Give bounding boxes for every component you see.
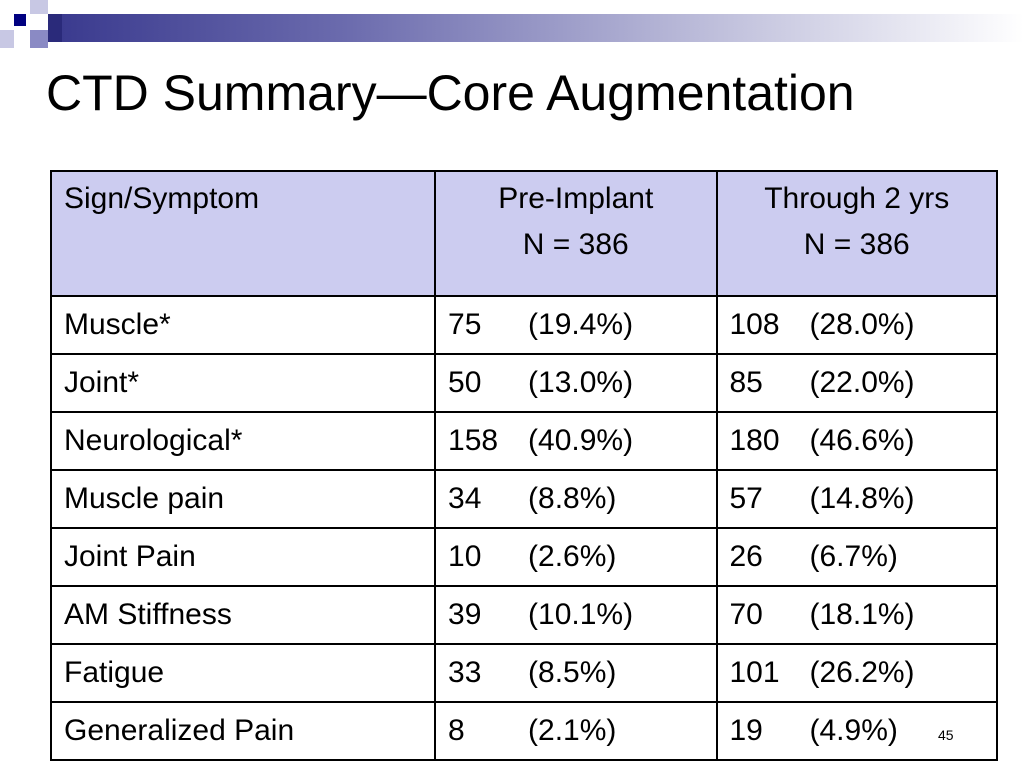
header-through-2yrs-label: Through 2 yrs bbox=[764, 182, 950, 215]
pre-count: 34 bbox=[448, 482, 482, 515]
row-label: Generalized Pain bbox=[49, 701, 437, 761]
table-row: Neurological* 158 (40.9%) 180 (46.6%) bbox=[49, 411, 998, 471]
row-label: Muscle* bbox=[49, 295, 437, 355]
post-percent: (14.8%) bbox=[809, 482, 915, 515]
row-label: Fatigue bbox=[49, 643, 437, 703]
table-row: Muscle pain 34 (8.8%) 57 (14.8%) bbox=[49, 469, 998, 529]
through-2yrs-cell: 19 (4.9%) bbox=[715, 701, 998, 761]
through-2yrs-cell: 108 (28.0%) bbox=[715, 295, 998, 355]
through-2yrs-cell: 57 (14.8%) bbox=[715, 469, 998, 529]
header-pre-implant-label: Pre-Implant bbox=[498, 182, 654, 215]
decor-square-dark bbox=[14, 14, 26, 26]
pre-implant-cell: 8 (2.1%) bbox=[434, 701, 718, 761]
pre-implant-cell: 33 (8.5%) bbox=[434, 643, 718, 703]
post-count: 26 bbox=[729, 540, 763, 573]
table-row: Joint* 50 (13.0%) 85 (22.0%) bbox=[49, 353, 998, 413]
through-2yrs-cell: 180 (46.6%) bbox=[715, 411, 998, 471]
row-label: Joint Pain bbox=[49, 527, 437, 587]
header-pre-implant-n: N = 386 bbox=[522, 228, 629, 261]
decor-square-light bbox=[30, 0, 48, 14]
pre-implant-cell: 50 (13.0%) bbox=[434, 353, 718, 413]
post-count: 70 bbox=[729, 598, 763, 631]
pre-percent: (2.6%) bbox=[528, 540, 617, 573]
table-row: Muscle* 75 (19.4%) 108 (28.0%) bbox=[49, 295, 998, 355]
pre-percent: (8.5%) bbox=[528, 656, 617, 689]
post-count: 108 bbox=[729, 308, 780, 341]
through-2yrs-cell: 70 (18.1%) bbox=[715, 585, 998, 645]
table-row: AM Stiffness 39 (10.1%) 70 (18.1%) bbox=[49, 585, 998, 645]
through-2yrs-cell: 101 (26.2%) bbox=[715, 643, 998, 703]
page-number: 45 bbox=[938, 727, 954, 743]
post-count: 180 bbox=[729, 424, 780, 457]
table-row: Fatigue 33 (8.5%) 101 (26.2%) bbox=[49, 643, 998, 703]
pre-count: 33 bbox=[448, 656, 482, 689]
pre-count: 39 bbox=[448, 598, 482, 631]
post-percent: (4.9%) bbox=[809, 714, 898, 747]
header-sign-symptom: Sign/Symptom bbox=[49, 170, 437, 297]
decor-square-light bbox=[0, 30, 14, 48]
post-count: 57 bbox=[729, 482, 763, 515]
pre-implant-cell: 10 (2.6%) bbox=[434, 527, 718, 587]
decor-square-mid bbox=[30, 30, 48, 48]
pre-implant-cell: 158 (40.9%) bbox=[434, 411, 718, 471]
post-percent: (18.1%) bbox=[809, 598, 915, 631]
through-2yrs-cell: 85 (22.0%) bbox=[715, 353, 998, 413]
pre-count: 10 bbox=[448, 540, 482, 573]
post-count: 19 bbox=[729, 714, 763, 747]
post-percent: (22.0%) bbox=[809, 366, 915, 399]
pre-percent: (19.4%) bbox=[528, 308, 634, 341]
header-through-2yrs: Through 2 yrs N = 386 bbox=[715, 170, 998, 297]
through-2yrs-cell: 26 (6.7%) bbox=[715, 527, 998, 587]
post-count: 85 bbox=[729, 366, 763, 399]
table-header-row: Sign/Symptom Pre-Implant N = 386 Through… bbox=[49, 170, 998, 297]
slide-title: CTD Summary—Core Augmentation bbox=[46, 65, 855, 121]
row-label: AM Stiffness bbox=[49, 585, 437, 645]
pre-count: 75 bbox=[448, 308, 482, 341]
pre-implant-cell: 39 (10.1%) bbox=[434, 585, 718, 645]
post-percent: (28.0%) bbox=[809, 308, 915, 341]
pre-percent: (2.1%) bbox=[528, 714, 617, 747]
post-percent: (46.6%) bbox=[809, 424, 915, 457]
decor-square-dark bbox=[48, 14, 62, 42]
header-through-2yrs-n: N = 386 bbox=[803, 228, 910, 261]
pre-percent: (13.0%) bbox=[528, 366, 634, 399]
pre-implant-cell: 75 (19.4%) bbox=[434, 295, 718, 355]
pre-percent: (10.1%) bbox=[528, 598, 634, 631]
post-percent: (26.2%) bbox=[809, 656, 915, 689]
pre-implant-cell: 34 (8.8%) bbox=[434, 469, 718, 529]
post-percent: (6.7%) bbox=[809, 540, 898, 573]
row-label: Neurological* bbox=[49, 411, 437, 471]
row-label: Joint* bbox=[49, 353, 437, 413]
row-label: Muscle pain bbox=[49, 469, 437, 529]
post-count: 101 bbox=[729, 656, 780, 689]
table-row: Generalized Pain 8 (2.1%) 19 (4.9%) bbox=[49, 701, 998, 761]
pre-percent: (40.9%) bbox=[528, 424, 634, 457]
pre-count: 8 bbox=[448, 714, 465, 747]
header-gradient-bar bbox=[62, 14, 1024, 42]
ctd-summary-table: Sign/Symptom Pre-Implant N = 386 Through… bbox=[49, 170, 998, 761]
pre-count: 158 bbox=[448, 424, 499, 457]
pre-count: 50 bbox=[448, 366, 482, 399]
pre-percent: (8.8%) bbox=[528, 482, 617, 515]
header-pre-implant: Pre-Implant N = 386 bbox=[434, 170, 718, 297]
corner-decoration bbox=[0, 0, 1024, 60]
table-row: Joint Pain 10 (2.6%) 26 (6.7%) bbox=[49, 527, 998, 587]
